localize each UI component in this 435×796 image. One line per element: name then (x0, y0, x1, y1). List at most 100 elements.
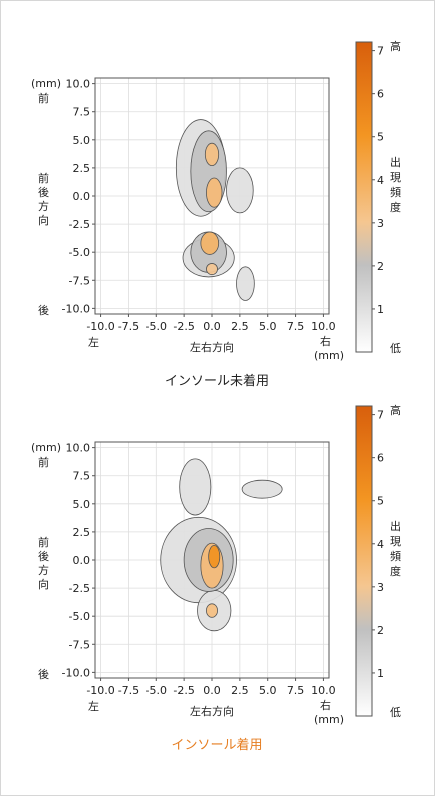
x-tick-label: 0.0 (203, 684, 221, 697)
colorbar (355, 405, 373, 717)
colorbar-tick-label: 7 (377, 45, 384, 58)
y-tick-label: 0.0 (73, 190, 91, 203)
chart-2: -10.0 -7.5 -5.0 -2.5 0.0 2.5 5.0 7.5 10.010.07.5… (31, 403, 401, 753)
x-tick-label: -7.5 (118, 320, 139, 333)
x-tick-label: 5.0 (259, 684, 277, 697)
y-axis-label: 後 (38, 185, 49, 199)
x-axis-label: 左右方向 (190, 704, 234, 718)
x-tick-label: 2.5 (231, 684, 249, 697)
y-tick-label: 10.0 (66, 442, 91, 455)
colorbar (355, 41, 373, 353)
colorbar-label: 現 (390, 171, 401, 184)
x-left-label: 左 (88, 336, 99, 349)
x-unit-label: (mm) (314, 349, 344, 362)
y-tick-label: 10.0 (66, 78, 91, 91)
colorbar-tick-label: 6 (377, 88, 384, 101)
y-bottom-label: 後 (38, 303, 49, 317)
colorbar-tick-label: 5 (377, 495, 384, 508)
chart-title: インソール未着用 (165, 373, 269, 389)
colorbar-label: 度 (390, 564, 401, 578)
y-axis-label: 方 (38, 563, 49, 577)
y-tick-label: 5.0 (73, 498, 91, 511)
y-tick-label: -5.0 (69, 246, 90, 259)
colorbar-label: 頻 (390, 549, 401, 563)
colorbar-label: 現 (390, 535, 401, 548)
x-right-label: 右 (320, 334, 331, 348)
density-region (206, 177, 223, 208)
x-tick-label: -10.0 (86, 320, 114, 333)
y-tick-label: 2.5 (73, 162, 91, 175)
chart-title: インソール着用 (171, 737, 262, 753)
density-region (179, 458, 212, 516)
y-unit-label: (mm) (31, 441, 61, 454)
density-region (236, 266, 255, 301)
x-tick-label: -10.0 (86, 684, 114, 697)
y-tick-label: 7.5 (73, 470, 91, 483)
density-region (208, 544, 221, 569)
y-tick-label: -10.0 (62, 302, 90, 315)
colorbar-tick-label: 4 (377, 538, 384, 551)
x-unit-label: (mm) (314, 713, 344, 726)
x-tick-label: -2.5 (173, 684, 194, 697)
y-unit-label: (mm) (31, 77, 61, 90)
y-tick-label: 7.5 (73, 106, 91, 119)
y-tick-label: 0.0 (73, 554, 91, 567)
colorbar-low-label: 低 (390, 342, 401, 355)
y-tick-label: 2.5 (73, 526, 91, 539)
colorbar-tick-label: 2 (377, 260, 384, 273)
colorbar-tick-label: 2 (377, 624, 384, 637)
chart-1: -10.0 -7.5 -5.0 -2.5 0.0 2.5 5.0 7.5 10.010.07.5… (31, 39, 401, 389)
density-region (204, 142, 220, 167)
colorbar-high-label: 高 (390, 403, 401, 417)
density-region (226, 167, 254, 214)
y-top-label: 前 (38, 455, 49, 469)
y-top-label: 前 (38, 91, 49, 105)
colorbar-tick-label: 7 (377, 409, 384, 422)
colorbar-tick-label: 5 (377, 131, 384, 144)
x-tick-label: 5.0 (259, 320, 277, 333)
x-tick-label: 7.5 (287, 320, 305, 333)
x-tick-label: -5.0 (146, 684, 167, 697)
colorbar-high-label: 高 (390, 39, 401, 53)
density-region (206, 263, 218, 276)
density-region (200, 231, 220, 255)
colorbar-tick-label: 1 (377, 303, 384, 316)
colorbar-tick-label: 1 (377, 667, 384, 680)
y-axis-label: 向 (38, 577, 49, 591)
y-tick-label: -2.5 (69, 582, 90, 595)
x-left-label: 左 (88, 700, 99, 713)
x-tick-label: -5.0 (146, 320, 167, 333)
y-tick-label: -5.0 (69, 610, 90, 623)
colorbar-tick-label: 6 (377, 452, 384, 465)
x-tick-label: 10.0 (311, 684, 336, 697)
colorbar-label: 出 (390, 155, 401, 169)
y-tick-label: 5.0 (73, 134, 91, 147)
colorbar-label: 出 (390, 519, 401, 533)
colorbar-tick-label: 3 (377, 581, 384, 594)
x-tick-label: -7.5 (118, 684, 139, 697)
x-tick-label: -2.5 (173, 320, 194, 333)
y-axis-label: 前 (38, 535, 49, 549)
x-axis-label: 左右方向 (190, 340, 234, 354)
colorbar-tick-label: 4 (377, 174, 384, 187)
y-tick-label: -2.5 (69, 218, 90, 231)
y-tick-label: -7.5 (69, 274, 90, 287)
density-region (241, 479, 283, 499)
colorbar-low-label: 低 (390, 706, 401, 719)
y-axis-label: 向 (38, 213, 49, 227)
colorbar-label: 頻 (390, 185, 401, 199)
x-tick-label: 10.0 (311, 320, 336, 333)
y-tick-label: -10.0 (62, 666, 90, 679)
y-tick-label: -7.5 (69, 638, 90, 651)
x-tick-label: 0.0 (203, 320, 221, 333)
y-axis-label: 方 (38, 199, 49, 213)
y-bottom-label: 後 (38, 667, 49, 681)
x-tick-label: 7.5 (287, 684, 305, 697)
colorbar-tick-label: 3 (377, 217, 384, 230)
density-region (206, 603, 218, 618)
x-right-label: 右 (320, 698, 331, 712)
x-tick-label: 2.5 (231, 320, 249, 333)
y-axis-label: 前 (38, 171, 49, 185)
colorbar-label: 度 (390, 200, 401, 214)
